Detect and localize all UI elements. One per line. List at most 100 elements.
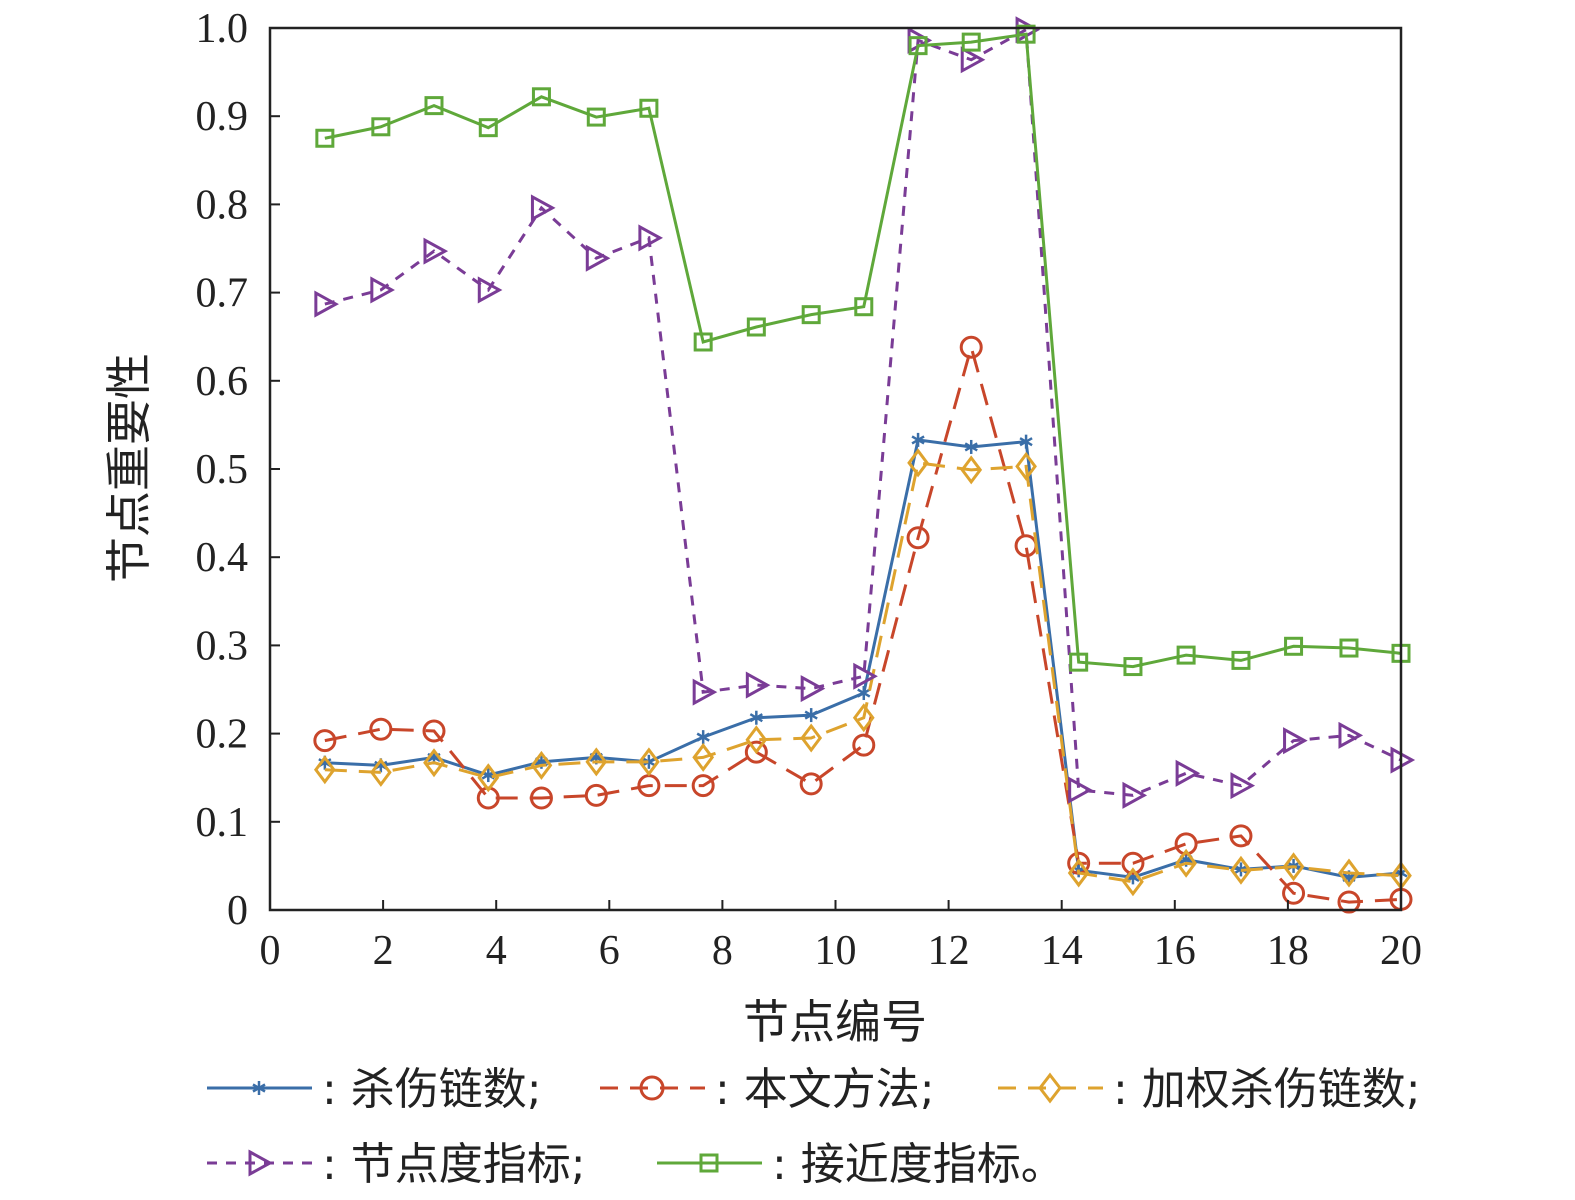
x-tick-label: 12 [928,928,970,974]
series-line [324,461,1402,884]
data-point [313,755,336,785]
series-line [324,27,1402,797]
data-point [370,276,395,304]
legend-item: : 节点度指标; [207,1139,586,1190]
data-point [477,763,500,793]
y-tick-label: 0.7 [196,271,249,317]
data-point [692,742,715,772]
data-point [585,747,608,777]
data-point [1283,727,1308,755]
data-point [252,1081,266,1095]
data-point [1230,855,1252,885]
data-point [1069,652,1089,672]
y-tick-label: 0.3 [196,623,249,669]
data-point [1282,881,1306,905]
data-point [529,786,553,810]
data-point [907,448,929,478]
data-point [1338,721,1364,749]
legend: : 杀伤链数;: 本文方法;: 加权杀伤链数;: 节点度指标;: 接近度指标。 [207,1064,1421,1190]
series-line [324,341,1402,904]
data-point [1122,867,1144,897]
data-point [800,723,823,753]
series-3 [314,16,1416,809]
y-tick-label: 0.2 [196,712,249,758]
data-point [584,783,608,807]
y-tick-label: 0.9 [196,94,249,140]
data-point [691,774,715,798]
data-point [1284,636,1304,656]
data-point [477,276,503,304]
data-point [804,708,818,723]
data-point [746,317,766,337]
data-point [1123,657,1143,677]
x-tick-label: 2 [373,928,394,974]
data-point [852,703,875,733]
data-point [1174,832,1198,856]
data-point [586,107,606,127]
data-point [1067,858,1090,888]
y-tick-label: 0.1 [196,800,249,846]
data-point [693,332,713,352]
data-point [1016,24,1036,44]
data-point [424,96,444,116]
data-point [423,748,445,778]
x-tick-label: 18 [1267,928,1309,974]
data-point [369,717,393,741]
data-point [369,757,392,787]
y-tick-label: 0.5 [196,447,249,493]
y-tick-label: 0.4 [196,535,249,581]
data-point [531,87,551,107]
series-layer [313,16,1416,914]
data-point [961,32,981,52]
data-point [313,729,337,753]
y-tick-label: 1.0 [196,6,249,52]
series-1 [313,335,1413,914]
legend-label: : 加权杀伤链数; [1113,1064,1421,1115]
data-point [959,335,983,359]
data-point [1175,848,1197,878]
data-point [906,526,930,550]
x-tick-label: 20 [1380,928,1422,974]
y-axis-label: 节点重要性 [102,353,156,583]
data-point [422,719,446,743]
x-tick-label: 6 [599,928,620,974]
data-point [423,237,449,265]
data-point [692,678,718,706]
x-axis-label: 节点编号 [743,995,927,1049]
data-point [638,224,663,252]
legend-label: : 节点度指标; [322,1139,586,1190]
axes-layer: 0 2 4 6 8 10 12 14 16 18 20 0 0.1 0.2 0.3 0.4 0.5 0.6 0.7 0… [196,6,1423,974]
legend-label: : 杀伤链数; [322,1064,542,1115]
x-tick-label: 16 [1154,928,1196,974]
data-point [1068,776,1093,804]
data-point [314,290,339,318]
data-point [699,1153,719,1173]
data-point [1337,890,1361,914]
data-point [696,730,710,745]
data-point [911,432,925,447]
legend-item: : 加权杀伤链数; [998,1064,1421,1115]
data-point [1015,451,1037,481]
series-line [324,32,1402,669]
data-point [852,733,876,757]
data-point [908,36,928,56]
legend-item: : 接近度指标。 [657,1139,1065,1190]
data-point [1176,645,1196,665]
x-tick-label: 8 [712,928,733,974]
y-tick-label: 0.8 [196,182,249,228]
series-4 [315,24,1411,677]
data-point [371,117,391,137]
data-point [857,686,871,701]
data-point [1282,852,1305,882]
data-point [801,305,821,325]
x-tick-label: 10 [815,928,857,974]
data-point [744,740,768,764]
data-point [800,675,826,703]
legend-item: : 杀伤链数; [207,1064,542,1115]
data-point [960,455,983,485]
data-point [248,1149,274,1177]
data-point [1229,824,1253,848]
y-tick-label: 0.6 [196,359,249,405]
data-point [745,725,768,755]
